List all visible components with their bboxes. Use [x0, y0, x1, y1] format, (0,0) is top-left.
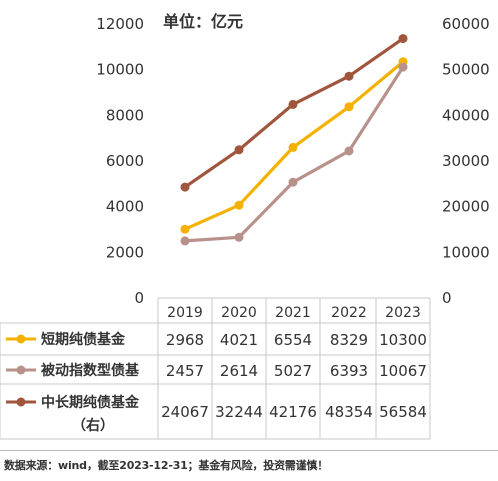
series-point-0	[180, 224, 190, 234]
data-value: 5027	[274, 362, 312, 380]
right-tick-label: 40000	[442, 106, 490, 124]
legend-label-note-2: （右）	[72, 417, 114, 434]
left-tick-label: 2000	[106, 243, 144, 261]
year-label: 2023	[385, 305, 421, 321]
right-tick-label: 60000	[442, 15, 490, 33]
footer-divider	[0, 450, 498, 451]
data-value: 8329	[330, 331, 368, 349]
series-point-2	[344, 71, 354, 81]
year-label: 2021	[275, 305, 311, 321]
data-value: 6554	[274, 331, 312, 349]
series-line-2	[184, 37, 404, 189]
data-value: 24067	[161, 403, 209, 421]
data-value: 10067	[379, 362, 427, 380]
series-point-0	[234, 200, 244, 210]
legend-marker-1	[16, 365, 26, 375]
source-note: 数据来源：wind，截至2023-12-31；基金有风险，投资需谨慎！	[4, 459, 328, 472]
chart-svg: 0 2000 4000 6000 8000 10000 12000 0 10000 20000 3…	[0, 12, 490, 440]
left-tick-label: 10000	[96, 61, 144, 79]
data-table: 2019 2020 2021 2022 2023 短期纯债基金 2968 4021 6554 83…	[0, 297, 431, 440]
right-axis-ticks: 0 10000 20000 30000 40000 50000 60000	[442, 15, 490, 307]
legend-marker-0	[16, 334, 26, 344]
legend-label-1: 被动指数型债基	[41, 362, 140, 379]
left-tick-label: 4000	[106, 198, 144, 216]
series-point-1	[398, 62, 408, 72]
right-tick-label: 20000	[442, 198, 490, 216]
left-tick-label: 8000	[106, 106, 144, 124]
year-label: 2020	[221, 305, 257, 321]
series-point-1	[234, 232, 244, 242]
right-tick-label: 10000	[442, 243, 490, 261]
legend-marker-2	[16, 397, 26, 407]
left-axis-ticks: 0 2000 4000 6000 8000 10000 12000	[96, 15, 144, 307]
left-tick-label: 12000	[96, 15, 144, 33]
right-tick-label: 30000	[442, 152, 490, 170]
left-tick-label: 0	[134, 289, 144, 307]
right-tick-label: 50000	[442, 61, 490, 79]
data-value: 56584	[379, 403, 427, 421]
right-tick-label: 0	[442, 289, 452, 307]
series-point-2	[288, 99, 298, 109]
data-value: 32244	[215, 403, 263, 421]
chart-title: 单位：亿元	[163, 12, 243, 31]
data-value: 48354	[325, 403, 373, 421]
left-tick-label: 6000	[106, 152, 144, 170]
data-value: 2457	[166, 362, 204, 380]
legend-label-0: 短期纯债基金	[41, 331, 126, 348]
data-value: 42176	[269, 403, 317, 421]
series-point-0	[344, 102, 354, 112]
data-value: 2614	[220, 362, 258, 380]
legend-label-2: 中长期纯债基金	[41, 394, 140, 411]
series-point-1	[344, 146, 354, 156]
data-value: 4021	[220, 331, 258, 349]
series-point-0	[288, 142, 298, 152]
year-label: 2019	[167, 305, 203, 321]
series-point-2	[234, 145, 244, 155]
data-value: 2968	[166, 331, 204, 349]
data-value: 10300	[379, 331, 427, 349]
series-point-1	[288, 177, 298, 187]
series-point-2	[398, 34, 408, 44]
series-point-1	[180, 236, 190, 246]
series-point-2	[180, 182, 190, 192]
data-value: 6393	[330, 362, 368, 380]
year-label: 2022	[331, 305, 367, 321]
series-lines	[180, 34, 408, 246]
